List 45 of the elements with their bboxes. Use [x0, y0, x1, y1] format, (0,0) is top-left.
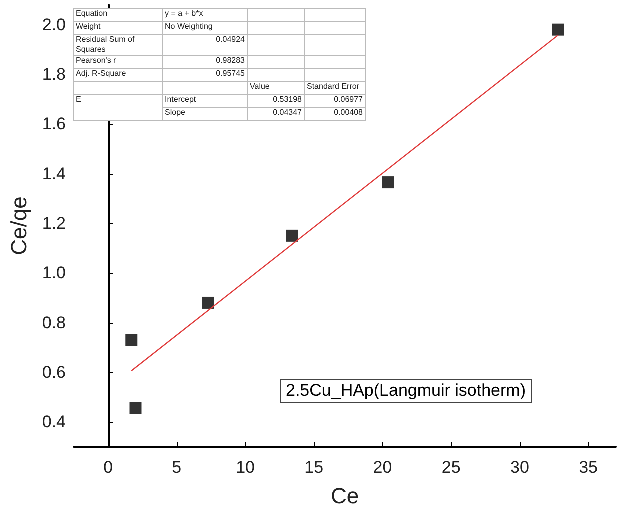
x-axis-title: Ce	[330, 484, 360, 508]
y-tick-label: 1.0	[42, 264, 66, 283]
annotation: 0.06977	[304, 94, 366, 108]
annotation: 0.04924	[162, 34, 248, 56]
y-axis-title: Ce/qe	[6, 196, 32, 256]
annotation: Standard Error	[304, 82, 366, 94]
annotation: 0.04347	[248, 108, 304, 120]
annotation: 0.00408	[304, 108, 366, 120]
x-tick-label: 5	[172, 458, 182, 477]
y-tick-label: 1.6	[42, 114, 66, 134]
y-tick-label: 0.6	[42, 363, 66, 382]
annotation: y = a + b*x	[162, 8, 248, 22]
annotation: Value	[248, 82, 304, 94]
y-tick-label: 1.4	[42, 164, 66, 184]
annotation: 2.5Cu_HAp(Langmuir isotherm)	[280, 379, 532, 403]
point	[552, 24, 564, 36]
annotation: E	[74, 94, 162, 120]
annotation: Equation	[74, 8, 162, 22]
annotation: 0.98283	[162, 56, 248, 68]
annotation: 0.53198	[248, 94, 304, 108]
annotation: Intercept	[162, 94, 248, 108]
point	[382, 176, 394, 189]
annotation: Adj. R-Square	[74, 68, 162, 82]
annotation: No Weighting	[162, 22, 248, 34]
x-tick-label: 35	[579, 458, 598, 477]
y-tick-label: 2.0	[42, 15, 66, 34]
y-tick-label: 0.8	[42, 313, 66, 332]
point	[202, 296, 214, 309]
x-tick-label: 25	[442, 458, 461, 477]
annotation: Weight	[74, 22, 162, 34]
annotation: 0.95745	[162, 68, 248, 82]
x-tick-label: 20	[373, 458, 392, 477]
x-tick-label: 30	[510, 458, 530, 477]
y-tick-label: 1.8	[42, 65, 66, 84]
annotation: Residual Sum of Squares	[74, 34, 162, 56]
point	[130, 402, 142, 415]
y-tick-label: 1.2	[42, 214, 66, 234]
x-tick-label: 10	[236, 458, 255, 477]
x-tick-label: 0	[104, 458, 114, 477]
point	[286, 230, 298, 242]
x-tick-label: 15	[304, 458, 324, 477]
annotation: Pearson's r	[74, 56, 162, 68]
point	[126, 334, 138, 346]
annotation: Slope	[162, 108, 248, 120]
y-tick-label: 0.4	[42, 412, 66, 432]
